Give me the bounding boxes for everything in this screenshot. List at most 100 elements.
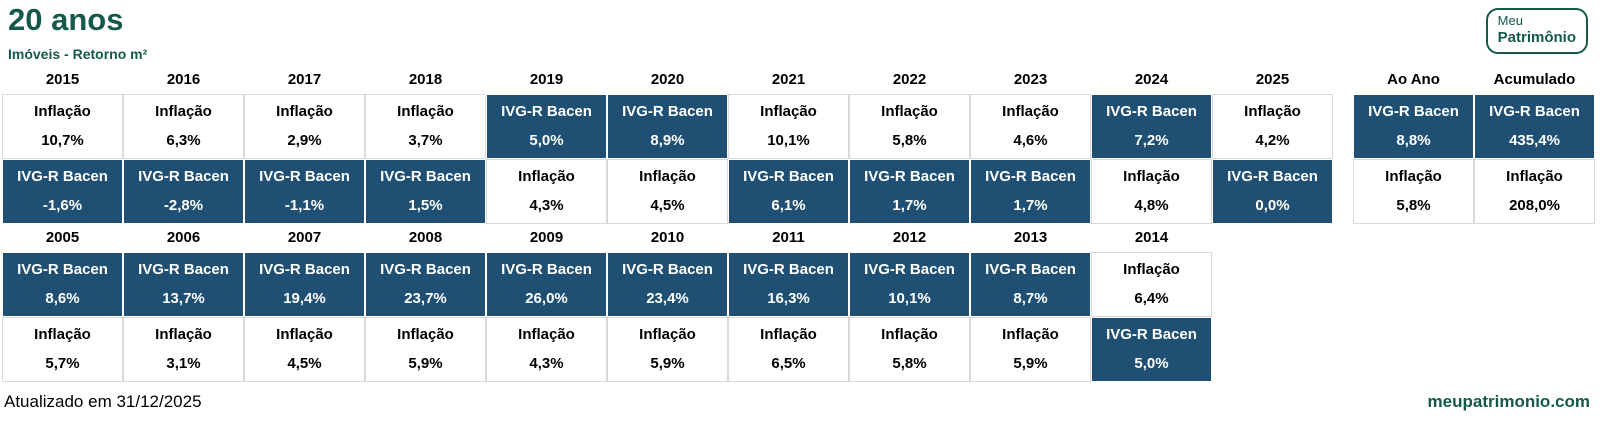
series-value: 3,1% xyxy=(166,355,201,372)
series-label: Inflação xyxy=(1002,326,1059,343)
column-header: 2012 xyxy=(892,229,927,246)
cell-2008-ivg-r-bacen: IVG-R Bacen 23,7% xyxy=(365,252,486,317)
series-value: 8,7% xyxy=(1013,290,1048,307)
column-header: 2010 xyxy=(650,229,685,246)
column-2011: 2011 IVG-R Bacen 16,3% Inflação 6,5% xyxy=(728,226,849,382)
cell-2011-ivg-r-bacen: IVG-R Bacen 16,3% xyxy=(728,252,849,317)
column-2018: 2018 Inflação 3,7% IVG-R Bacen 1,5% xyxy=(365,68,486,224)
series-value: 4,3% xyxy=(529,197,564,214)
series-value: 10,1% xyxy=(767,132,810,149)
website-url: meupatrimonio.com xyxy=(1427,392,1590,411)
series-value: 7,2% xyxy=(1134,132,1169,149)
series-value: 1,5% xyxy=(408,197,443,214)
cell-2020-ivg-r-bacen: IVG-R Bacen 8,9% xyxy=(607,94,728,159)
column-2008: 2008 IVG-R Bacen 23,7% Inflação 5,9% xyxy=(365,226,486,382)
series-value: 8,6% xyxy=(45,290,80,307)
cell-2014-ivg-r-bacen: IVG-R Bacen 5,0% xyxy=(1091,317,1212,382)
column-2007: 2007 IVG-R Bacen 19,4% Inflação 4,5% xyxy=(244,226,365,382)
column-2005: 2005 IVG-R Bacen 8,6% Inflação 5,7% xyxy=(2,226,123,382)
series-value: 26,0% xyxy=(525,290,568,307)
series-label: IVG-R Bacen xyxy=(1106,103,1197,120)
series-label: Inflação xyxy=(760,326,817,343)
column-header: Acumulado xyxy=(1493,71,1576,88)
series-value: 1,7% xyxy=(1013,197,1048,214)
cell-2005-ivg-r-bacen: IVG-R Bacen 8,6% xyxy=(2,252,123,317)
series-value: 4,5% xyxy=(650,197,685,214)
series-value: 10,7% xyxy=(41,132,84,149)
column-header: 2020 xyxy=(650,71,685,88)
cell-2008-inflacao: Inflação 5,9% xyxy=(365,317,486,382)
updated-date-text: Atualizado em 31/12/2025 xyxy=(4,392,202,411)
column-header: 2005 xyxy=(45,229,80,246)
series-label: Inflação xyxy=(1123,261,1180,278)
cell-2006-inflacao: Inflação 3,1% xyxy=(123,317,244,382)
series-label: Inflação xyxy=(1385,168,1442,185)
cell-2024-ivg-r-bacen: IVG-R Bacen 7,2% xyxy=(1091,94,1212,159)
cell-2009-ivg-r-bacen: IVG-R Bacen 26,0% xyxy=(486,252,607,317)
series-label: Inflação xyxy=(155,326,212,343)
column-header: 2025 xyxy=(1255,71,1290,88)
series-label: IVG-R Bacen xyxy=(138,261,229,278)
page-title: 20 anos xyxy=(8,2,124,37)
series-label: Inflação xyxy=(155,103,212,120)
cell-2005-inflacao: Inflação 5,7% xyxy=(2,317,123,382)
series-label: IVG-R Bacen xyxy=(1227,168,1318,185)
column-2022: 2022 Inflação 5,8% IVG-R Bacen 1,7% xyxy=(849,68,970,224)
series-value: 0,0% xyxy=(1255,197,1290,214)
table-years-2005-2014: 2005 IVG-R Bacen 8,6% Inflação 5,7% 2006 IVG-R… xyxy=(2,226,1212,382)
series-label: Inflação xyxy=(639,168,696,185)
cell-2009-inflacao: Inflação 4,3% xyxy=(486,317,607,382)
column-2016: 2016 Inflação 6,3% IVG-R Bacen -2,8% xyxy=(123,68,244,224)
cell-2022-ivg-r-bacen: IVG-R Bacen 1,7% xyxy=(849,159,970,224)
series-label: Inflação xyxy=(1002,103,1059,120)
column-2025: 2025 Inflação 4,2% IVG-R Bacen 0,0% xyxy=(1212,68,1333,224)
column-header: 2008 xyxy=(408,229,443,246)
cell-2012-inflacao: Inflação 5,8% xyxy=(849,317,970,382)
series-value: 5,9% xyxy=(650,355,685,372)
column-acumulado: Acumulado IVG-R Bacen 435,4% Inflação 208,0% xyxy=(1474,68,1595,224)
column-header: 2009 xyxy=(529,229,564,246)
cell-2020-inflacao: Inflação 4,5% xyxy=(607,159,728,224)
column-header: 2021 xyxy=(771,71,806,88)
column-header: 2013 xyxy=(1013,229,1048,246)
series-label: IVG-R Bacen xyxy=(985,168,1076,185)
series-label: Inflação xyxy=(34,103,91,120)
series-label: IVG-R Bacen xyxy=(622,261,713,278)
series-label: IVG-R Bacen xyxy=(864,168,955,185)
series-value: -1,1% xyxy=(284,197,325,214)
series-value: 4,5% xyxy=(287,355,322,372)
cell-2016-inflacao: Inflação 6,3% xyxy=(123,94,244,159)
cell-2018-ivg-r-bacen: IVG-R Bacen 1,5% xyxy=(365,159,486,224)
cell-2011-inflacao: Inflação 6,5% xyxy=(728,317,849,382)
cell-2023-inflacao: Inflação 4,6% xyxy=(970,94,1091,159)
column-header: 2018 xyxy=(408,71,443,88)
column-header: 2024 xyxy=(1134,71,1169,88)
series-value: 4,2% xyxy=(1255,132,1290,149)
series-value: 6,5% xyxy=(771,355,806,372)
series-label: IVG-R Bacen xyxy=(743,168,834,185)
cell-2019-ivg-r-bacen: IVG-R Bacen 5,0% xyxy=(486,94,607,159)
cell-acumulado-inflacao: Inflação 208,0% xyxy=(1474,159,1595,224)
column-2006: 2006 IVG-R Bacen 13,7% Inflação 3,1% xyxy=(123,226,244,382)
cell-2025-inflacao: Inflação 4,2% xyxy=(1212,94,1333,159)
series-value: 4,6% xyxy=(1013,132,1048,149)
series-value: 5,0% xyxy=(529,132,564,149)
series-label: IVG-R Bacen xyxy=(138,168,229,185)
cell-2012-ivg-r-bacen: IVG-R Bacen 10,1% xyxy=(849,252,970,317)
column-2021: 2021 Inflação 10,1% IVG-R Bacen 6,1% xyxy=(728,68,849,224)
column-spacer xyxy=(1333,68,1353,224)
cell-2014-inflacao: Inflação 6,4% xyxy=(1091,252,1212,317)
column-header: 2017 xyxy=(287,71,322,88)
footer: Atualizado em 31/12/2025 meupatrimonio.c… xyxy=(4,392,1590,412)
series-value: 5,8% xyxy=(1396,197,1431,214)
logo-line-1: Meu xyxy=(1497,13,1523,28)
cell-2021-ivg-r-bacen: IVG-R Bacen 6,1% xyxy=(728,159,849,224)
series-value: 5,9% xyxy=(408,355,443,372)
column-header: 2011 xyxy=(772,229,805,246)
cell-2010-ivg-r-bacen: IVG-R Bacen 23,4% xyxy=(607,252,728,317)
cell-2017-ivg-r-bacen: IVG-R Bacen -1,1% xyxy=(244,159,365,224)
series-label: Inflação xyxy=(1506,168,1563,185)
series-value: 23,7% xyxy=(404,290,447,307)
series-value: 6,4% xyxy=(1134,290,1169,307)
